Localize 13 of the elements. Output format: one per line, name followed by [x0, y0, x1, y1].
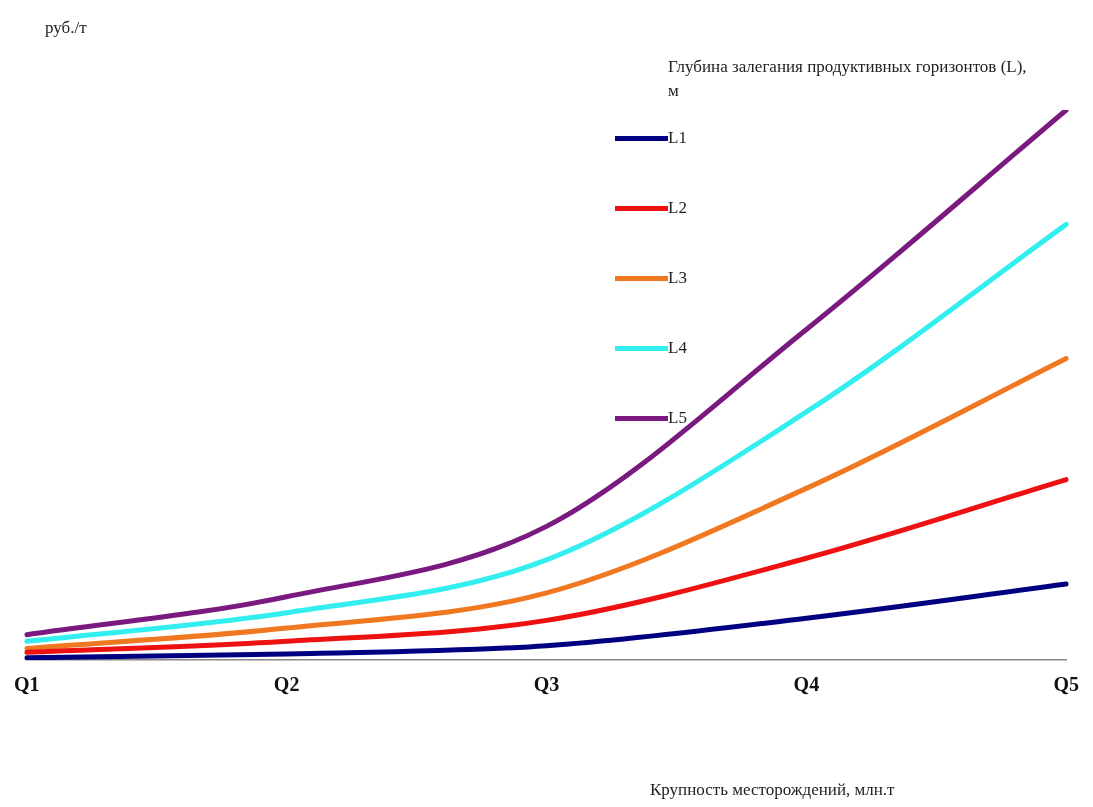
legend-title: Глубина залегания продуктивных горизонтов (L), м — [668, 56, 1028, 102]
x-tick-label: Q2 — [273, 673, 300, 696]
x-tick-label: Q5 — [1053, 673, 1079, 696]
legend-label: L1 — [668, 128, 687, 148]
y-axis-title: руб./т — [45, 18, 87, 38]
x-tick-label: Q1 — [14, 673, 40, 696]
legend-label: L2 — [668, 198, 687, 218]
x-tick-label: Q4 — [793, 673, 820, 696]
x-tick-label: Q3 — [533, 673, 560, 696]
legend-label: L3 — [668, 268, 687, 288]
x-axis-title: Крупность месторождений, млн.т — [650, 780, 895, 800]
legend-label: L4 — [668, 338, 687, 358]
legend-label: L5 — [668, 408, 687, 428]
